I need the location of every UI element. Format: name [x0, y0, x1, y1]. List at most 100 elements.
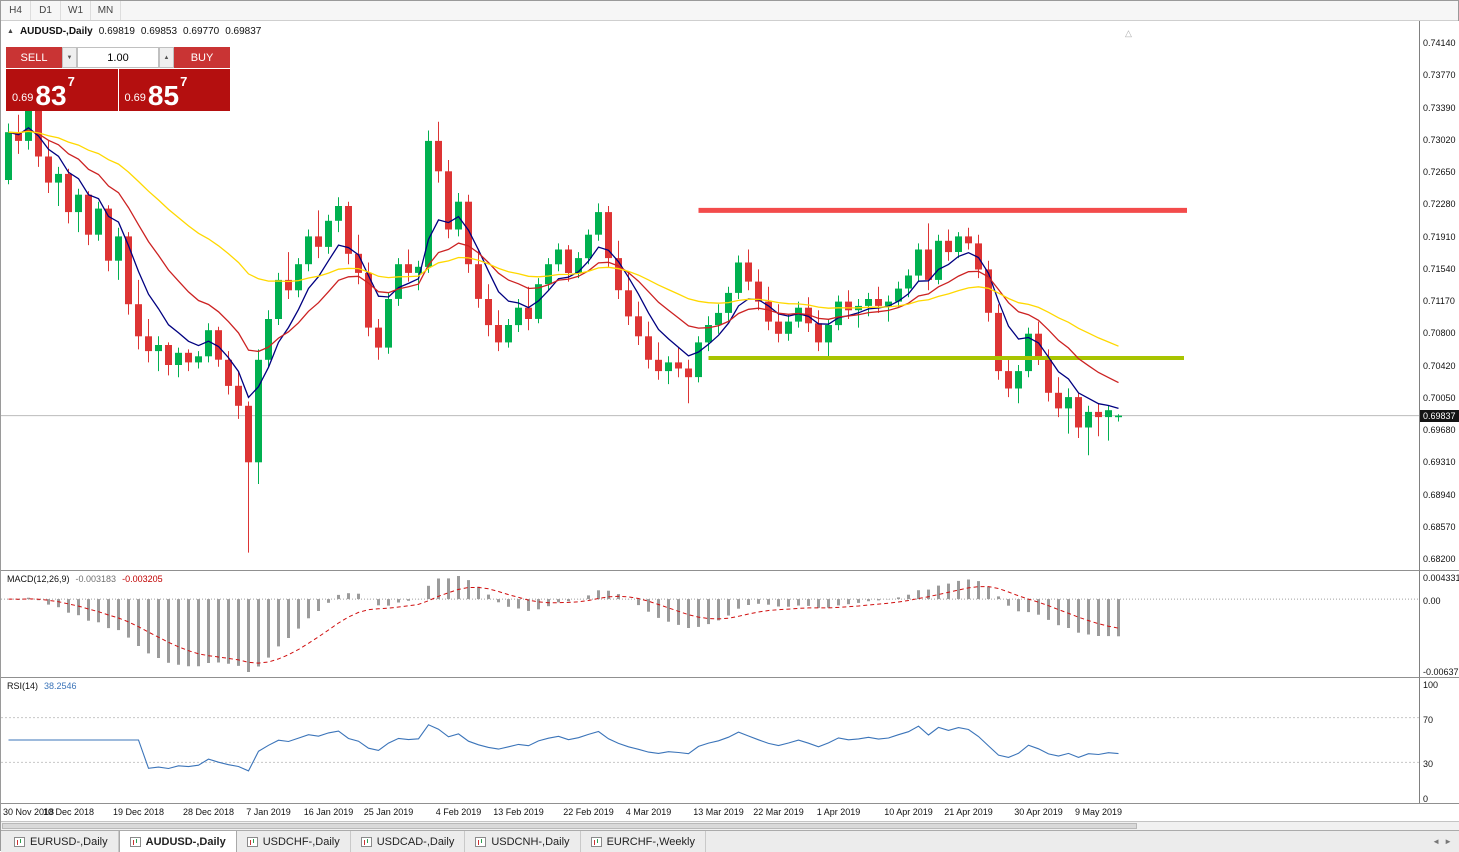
rsi-label: RSI(14) [7, 681, 39, 691]
current-price-tag: 0.69837 [1420, 409, 1459, 422]
chart-tab-label: EURCHF-,Weekly [606, 835, 695, 848]
rsi-axis-label: 30 [1423, 759, 1434, 770]
chart-icon [590, 836, 602, 847]
time-axis-label: 13 Feb 2019 [493, 807, 544, 817]
tab-scroll-left-icon[interactable]: ◄ [1432, 837, 1441, 846]
lot-increase-button[interactable]: ▲ [159, 47, 174, 68]
macd-main-value: -0.003183 [75, 574, 117, 584]
horizontal-scrollbar[interactable] [1, 821, 1459, 830]
ohlc-open: 0.69819 [98, 26, 135, 37]
price-axis-label: 0.71540 [1423, 263, 1456, 274]
main-chart-pane[interactable]: ▲ AUDUSD-,Daily 0.69819 0.69853 0.69770 … [1, 21, 1419, 570]
macd-axis-label: 0.004331 [1423, 573, 1459, 583]
price-axis-label: 0.72280 [1423, 199, 1456, 210]
time-axis-label: 22 Mar 2019 [753, 807, 804, 817]
sell-price-tile[interactable]: 0.69 83 7 [6, 69, 118, 111]
chart-tab-label: USDCAD-,Daily [376, 835, 455, 848]
chart-tab-usdcnh[interactable]: USDCNH-,Daily [465, 831, 581, 852]
chart-icon [14, 836, 25, 847]
timeframe-button-w1[interactable]: W1 [61, 1, 91, 20]
one-click-trading-toggle-icon[interactable]: ▲ [7, 28, 14, 35]
buy-price-pip: 7 [180, 74, 188, 89]
time-axis-label: 7 Jan 2019 [246, 807, 291, 817]
chart-tab-audusd[interactable]: AUDUSD-,Daily [118, 831, 237, 852]
chart-tab-eurchf[interactable]: EURCHF-,Weekly [580, 831, 706, 852]
price-axis-label: 0.71170 [1423, 295, 1455, 306]
time-axis-label: 30 Apr 2019 [1014, 807, 1063, 817]
ohlc-low: 0.69770 [183, 26, 220, 37]
price-axis-label: 0.68570 [1423, 521, 1456, 532]
horizontal-scrollbar-thumb[interactable] [2, 823, 1137, 829]
sell-price-pip: 7 [67, 74, 75, 89]
rsi-axis-label: 0 [1423, 794, 1429, 804]
buy-price-prefix: 0.69 [124, 92, 146, 104]
macd-axis: 0.004331 0.00 -0.006371 [1419, 570, 1459, 677]
sell-price-big: 83 [35, 79, 67, 111]
price-axis-label: 0.70050 [1423, 393, 1456, 404]
candlestick-chart[interactable] [1, 21, 1419, 570]
rsi-axis: 100 70 30 0 [1419, 677, 1459, 804]
time-axis-label: 21 Apr 2019 [944, 807, 993, 817]
chart-tab-usdcad[interactable]: USDCAD-,Daily [350, 831, 466, 852]
ohlc-high: 0.69853 [140, 26, 178, 37]
lot-decrease-button[interactable]: ▼ [62, 47, 77, 68]
rsi-pane[interactable]: RSI(14) 38.2546 [1, 677, 1419, 803]
time-axis-label: 22 Feb 2019 [563, 807, 614, 817]
price-axis-label: 0.69310 [1423, 457, 1456, 468]
chart-shift-marker[interactable]: △ [1125, 28, 1132, 38]
sell-button[interactable]: SELL [6, 47, 62, 68]
chart-tab-label: AUDUSD-,Daily [145, 835, 226, 848]
chart-tab-label: EURUSD-,Daily [30, 835, 108, 848]
macd-axis-label: 0.00 [1423, 596, 1441, 607]
chart-icon [360, 836, 372, 847]
chart-symbol-label: AUDUSD-,Daily [19, 26, 93, 37]
time-axis-label: 4 Mar 2019 [625, 807, 672, 817]
price-axis-label: 0.69680 [1423, 425, 1456, 436]
chart-icon [475, 836, 487, 847]
price-axis[interactable]: 0.74140 0.73770 0.73390 0.73020 0.72650 0.722… [1419, 21, 1459, 570]
lot-size-input[interactable] [77, 47, 159, 68]
buy-price-big: 85 [147, 79, 180, 111]
rsi-axis-label: 70 [1423, 714, 1434, 725]
price-axis-label: 0.70420 [1423, 360, 1456, 371]
buy-price-tile[interactable]: 0.69 85 7 [118, 69, 230, 111]
macd-axis-label: -0.006371 [1423, 667, 1459, 677]
chart-tab-usdchf[interactable]: USDCHF-,Daily [236, 831, 351, 852]
time-axis-label: 4 Feb 2019 [435, 807, 482, 817]
macd-header: MACD(12,26,9) -0.003183 -0.003205 [7, 574, 163, 584]
price-axis-label: 0.73770 [1423, 69, 1456, 80]
macd-label: MACD(12,26,9) [7, 574, 70, 584]
rsi-header: RSI(14) 38.2546 [7, 681, 77, 691]
price-axis-label: 0.70800 [1423, 327, 1456, 338]
time-axis-label: 19 Dec 2018 [112, 807, 165, 817]
chart-tab-label: USDCHF-,Daily [262, 835, 340, 848]
macd-pane[interactable]: MACD(12,26,9) -0.003183 -0.003205 [1, 570, 1419, 677]
chart-icon [246, 836, 258, 847]
chart-tab-label: USDCNH-,Daily [491, 835, 570, 848]
rsi-plot[interactable] [1, 678, 1419, 802]
ohlc-close: 0.69837 [225, 26, 262, 37]
macd-plot[interactable] [1, 571, 1419, 677]
timeframe-button-d1[interactable]: D1 [31, 1, 61, 20]
price-axis-label: 0.68940 [1423, 489, 1456, 500]
time-axis-label: 10 Apr 2019 [884, 807, 933, 817]
price-axis-label: 0.71910 [1423, 231, 1456, 242]
time-axis-label: 10 Dec 2018 [42, 807, 95, 817]
sell-price-prefix: 0.69 [12, 92, 34, 104]
tab-scroll-right-icon[interactable]: ► [1444, 837, 1452, 846]
chart-tab-eurusd[interactable]: EURUSD-,Daily [4, 831, 119, 852]
timeframe-button-mn[interactable]: MN [91, 1, 121, 20]
price-axis-label: 0.68200 [1423, 553, 1456, 564]
chart-tab-bar: EURUSD-,Daily AUDUSD-,Daily USDCHF-,Daily U… [1, 830, 1459, 852]
chart-icon [129, 836, 141, 847]
price-axis-label: 0.74140 [1423, 37, 1456, 48]
price-axis-label: 0.72650 [1423, 167, 1456, 178]
time-axis[interactable]: 30 Nov 2018 10 Dec 2018 19 Dec 2018 28 Dec … [1, 803, 1459, 821]
time-axis-label: 25 Jan 2019 [363, 807, 414, 817]
timeframe-bar: H4 D1 W1 MN [1, 1, 1458, 21]
buy-button[interactable]: BUY [174, 47, 230, 68]
macd-signal-value: -0.003205 [122, 574, 163, 584]
timeframe-button-h4[interactable]: H4 [1, 1, 31, 20]
time-axis-label: 16 Jan 2019 [303, 807, 354, 817]
